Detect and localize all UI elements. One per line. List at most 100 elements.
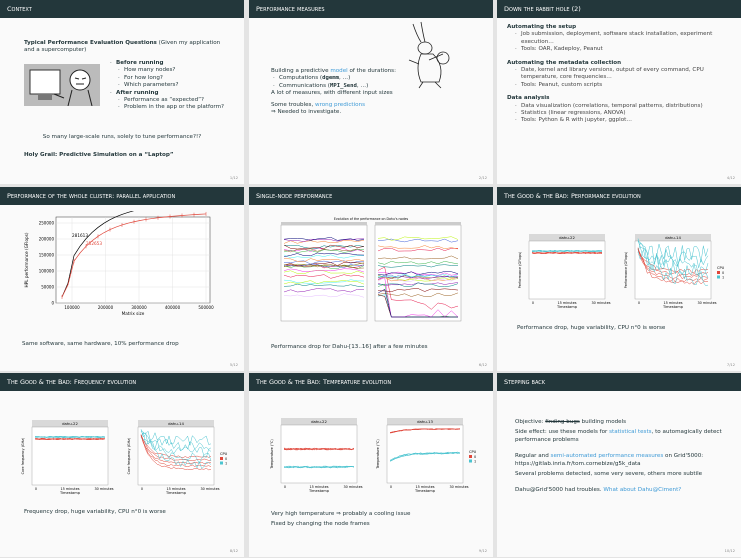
highlight: wrong predictions: [315, 102, 365, 108]
panel-title: dahu-14: [665, 235, 681, 240]
text: Computations (: [279, 75, 322, 81]
text: Objective:: [515, 419, 545, 425]
panel-title: dahu-22: [62, 421, 78, 426]
sub-bullet: For how long?: [124, 75, 238, 82]
caption: Performance drop for Dahu-[13..16] after…: [271, 344, 428, 351]
x-tick-label: 30 minutes: [94, 487, 113, 491]
plot-frame: [56, 217, 210, 303]
bullet: Data visualization (correlations, tempor…: [521, 103, 733, 110]
legend-label: 1: [474, 459, 476, 463]
y-axis-label: Core frequency (GHz): [127, 437, 131, 474]
caption: Same software, same hardware, 10% perfor…: [22, 341, 179, 348]
y-axis-label: HPL performance (GFlops): [24, 232, 29, 287]
page-number: 2/12: [479, 176, 487, 180]
objective: Objective: finding bugs building models: [515, 419, 727, 426]
code: dgemm: [322, 75, 339, 81]
page-number: 9/12: [479, 549, 487, 553]
legend-label: 0: [225, 457, 227, 461]
text: Building a predictive: [271, 68, 330, 74]
monitor: [30, 70, 60, 94]
highlight: What about Dahu@Ciment?: [603, 487, 681, 493]
grail: Holy Grail: Predictive Simulation on a “…: [24, 152, 174, 159]
text: Dahu@Grid'5000 had troubles.: [515, 487, 603, 493]
highlight: statistical tests: [609, 429, 651, 435]
x-tick-label: 30 minutes: [591, 301, 610, 305]
legend-swatch: [220, 457, 223, 460]
page-number: 5/12: [230, 363, 238, 367]
slide-title: The Good & the Bad: Frequency evolution: [0, 373, 244, 391]
dahu: Dahu@Grid'5000 had troubles. What about …: [515, 487, 727, 494]
caption: Frequency drop, huge variability, CPU n°…: [24, 509, 166, 516]
slide: Down the rabbit hole (2) Automating the …: [497, 0, 741, 184]
slide: Stepping back Objective: finding bugs bu…: [497, 373, 741, 557]
panel-title: dahu-22: [559, 235, 575, 240]
legend-swatch: [469, 455, 472, 458]
bullet: Computations (dgemm, …): [279, 75, 471, 82]
question: Typical Performance Evaluation Questions…: [24, 40, 229, 55]
x-tick-label: 400000: [165, 305, 181, 310]
page-number: 4/12: [727, 176, 735, 180]
legend-label: 1: [722, 275, 724, 279]
legend-label: 0: [474, 455, 476, 459]
slide-title: Performance of the whole cluster: parall…: [0, 187, 244, 205]
page: Context Typical Performance Evaluation Q…: [0, 0, 741, 558]
x-tick-label: 0: [390, 485, 392, 489]
y-tick-label: 150000: [39, 252, 55, 257]
bullet-list: Job submission, deployment, software sta…: [507, 31, 733, 53]
panel-title: dahu-22: [311, 419, 327, 424]
face: [70, 70, 90, 90]
y-tick-label: 0: [51, 300, 54, 305]
slide-title: Single-node performance: [249, 187, 493, 205]
captions: Performance drop, huge variability, CPU …: [517, 325, 665, 332]
panel-strip: [281, 222, 367, 225]
bullet: Tools: Python & R with jupyter, ggplot…: [521, 117, 733, 124]
code: MPI_Send: [330, 83, 357, 89]
x-axis-label: Timestamp: [662, 305, 684, 309]
troubles: Some troubles, wrong predictions: [271, 102, 471, 109]
y-axis-label: Performance (GFlops): [518, 251, 522, 288]
text: Communications (: [279, 83, 330, 89]
bullet: Statistics (linear regressions, ANOVA): [521, 110, 733, 117]
section-heading: Automating the setup: [507, 24, 733, 31]
list-head: Before running: [116, 60, 163, 66]
slide-title: Stepping back: [497, 373, 741, 391]
bullet: Job submission, deployment, software sta…: [521, 31, 733, 46]
panel-title: dahu-13: [417, 419, 433, 424]
text: Side effect: use these models for: [515, 429, 609, 435]
body: Building a predictive model of the durat…: [271, 68, 471, 116]
x-tick-label: 30 minutes: [697, 301, 716, 305]
x-tick-label: 100000: [64, 305, 80, 310]
slide: Performance measures Building a predicti…: [249, 0, 493, 184]
slide: Performance of the whole cluster: parall…: [0, 187, 244, 371]
bullet-list: Date, kernel and library versions, outpu…: [507, 67, 733, 89]
list-head: After running: [116, 90, 159, 96]
panel-title: dahu-14: [168, 421, 184, 426]
section-heading: Automating the metadata collection: [507, 60, 733, 67]
caption: Very high temperature ⇒ probably a cooli…: [271, 511, 410, 518]
y-tick-label: 200000: [39, 236, 55, 241]
bullet-list: Data visualization (correlations, tempor…: [507, 103, 733, 125]
slide: The Good & the Bad: Performance evolutio…: [497, 187, 741, 371]
bullet: Tools: OAR, Kadeploy, Peanut: [521, 46, 733, 53]
y-axis-label: Core frequency (GHz): [21, 437, 25, 474]
measures: A lot of measures, with different input …: [271, 90, 471, 97]
y-axis-label: Temperature (°C): [376, 439, 380, 470]
panel-strip: [375, 222, 461, 225]
annotation: 252653: [86, 241, 102, 246]
text: building models: [580, 419, 626, 425]
page-number: 10/12: [725, 549, 735, 553]
slide-title: Performance measures: [249, 0, 493, 18]
y-tick-label: 250000: [39, 220, 55, 225]
y-tick-label: 50000: [41, 284, 54, 289]
y-tick-label: 100000: [39, 268, 55, 273]
model-line: Building a predictive model of the durat…: [271, 68, 471, 75]
x-tick-label: 0: [284, 485, 286, 489]
legend-title: CPU: [469, 450, 477, 454]
remark: So many large-scale runs, solely to tune…: [0, 134, 244, 141]
meme-image: [24, 64, 100, 106]
figure: dahu-22015 minutes30 minutesTimestampPer…: [505, 231, 735, 323]
page-number: 1/12: [230, 176, 238, 180]
legend-swatch: [469, 460, 472, 463]
x-tick-label: 500000: [198, 305, 214, 310]
x-tick-label: 30 minutes: [200, 487, 219, 491]
